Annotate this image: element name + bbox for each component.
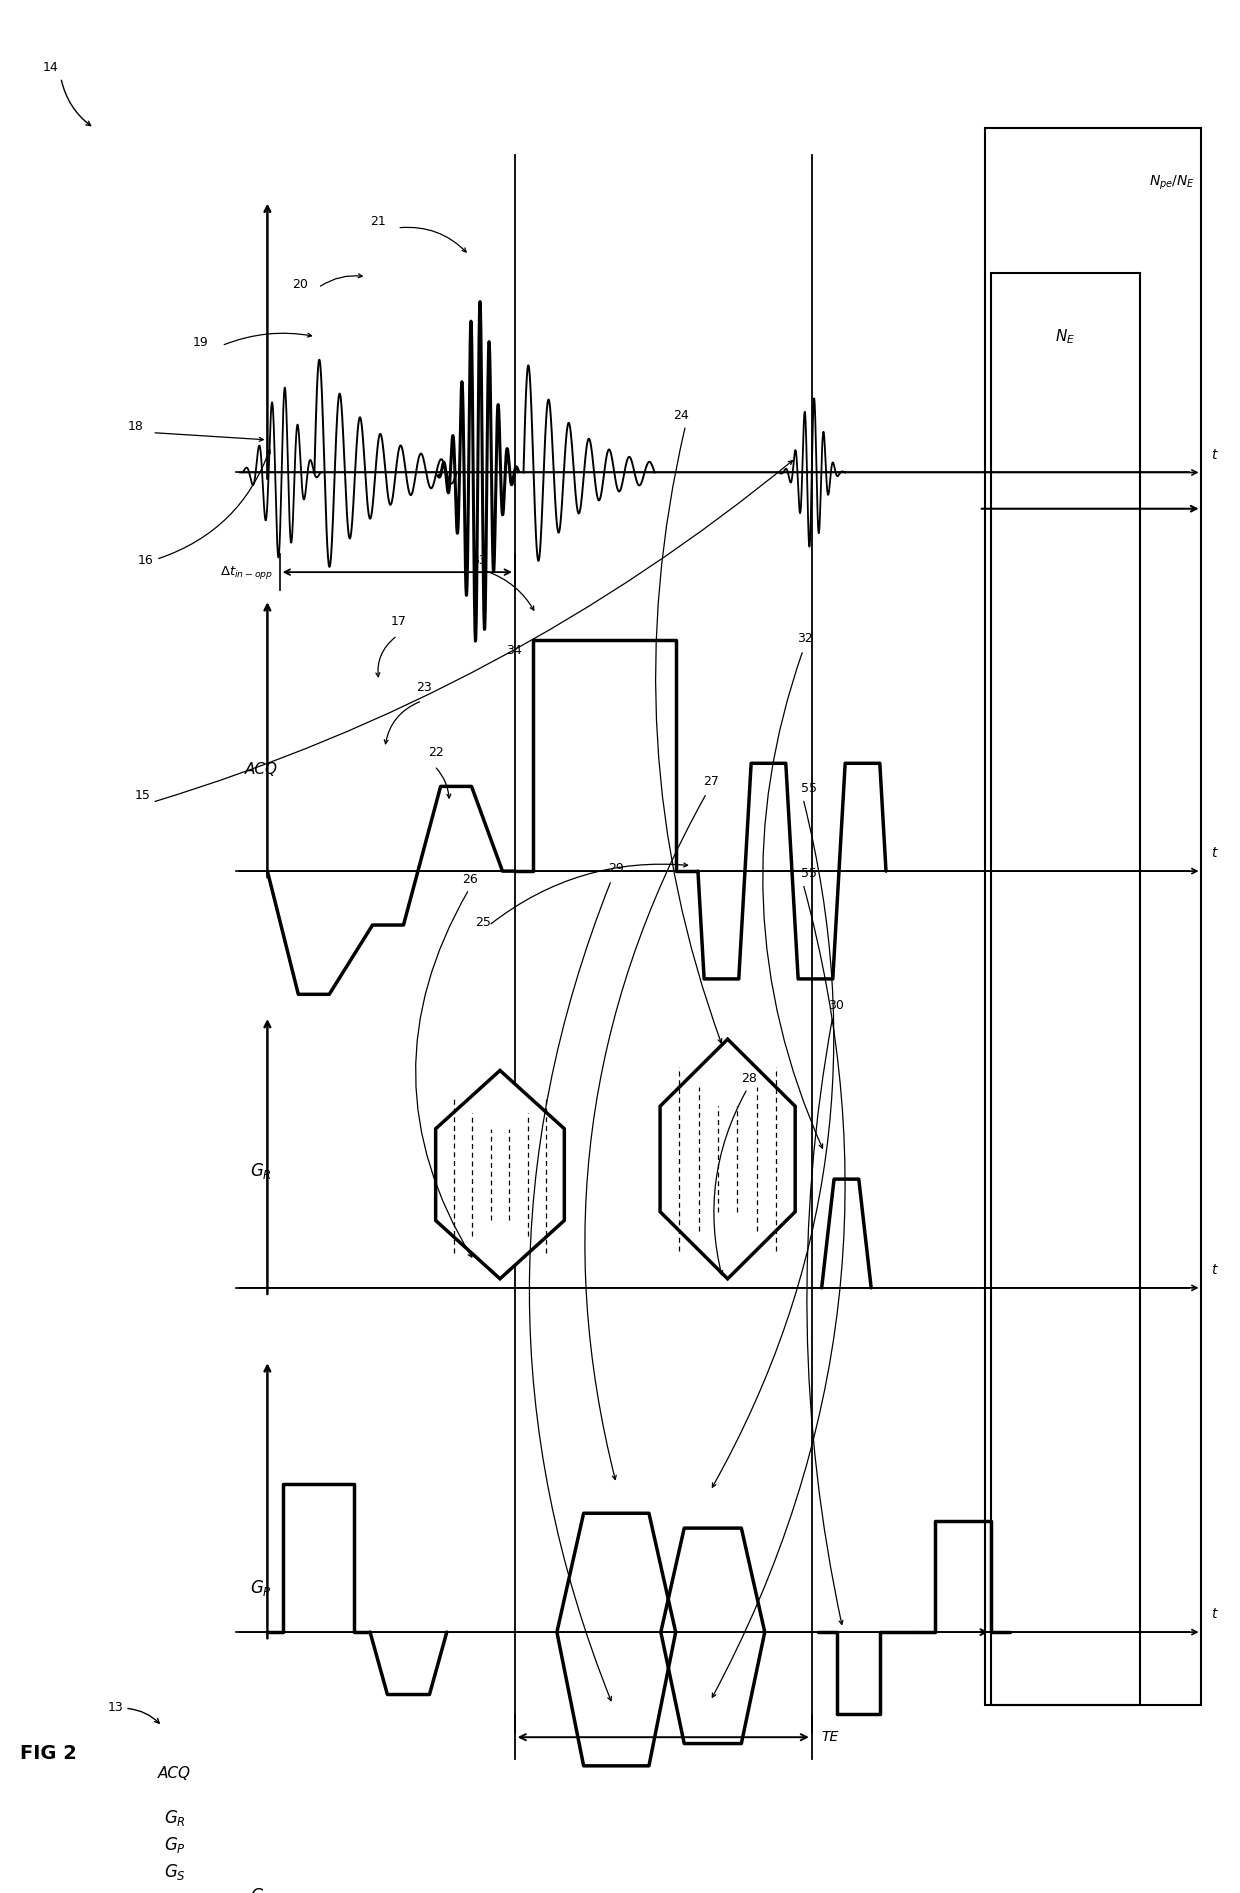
Text: 55: 55 [801, 867, 817, 880]
Text: 33: 33 [471, 555, 487, 566]
Text: $t$: $t$ [1211, 447, 1219, 462]
Text: 26: 26 [461, 873, 477, 886]
Text: 23: 23 [415, 681, 432, 693]
Text: $G_S$: $G_S$ [164, 1863, 186, 1882]
Text: 55: 55 [801, 782, 817, 795]
Polygon shape [435, 1070, 564, 1280]
Text: 16: 16 [138, 555, 154, 566]
Text: $\Delta t_{in-opp}$: $\Delta t_{in-opp}$ [221, 564, 274, 581]
Text: 30: 30 [828, 1000, 843, 1013]
Text: $G_P$: $G_P$ [164, 1834, 186, 1855]
Text: FIG 2: FIG 2 [20, 1743, 77, 1762]
Text: 32: 32 [797, 632, 812, 646]
Text: $N_{pe}/N_E$: $N_{pe}/N_E$ [1149, 174, 1195, 191]
Text: $G_R$: $G_R$ [164, 1808, 186, 1829]
Text: ACQ: ACQ [244, 763, 278, 778]
Text: 14: 14 [42, 61, 58, 74]
Text: 17: 17 [391, 615, 407, 628]
Bar [985, 129, 1202, 1704]
Text: TE: TE [822, 1730, 839, 1743]
Polygon shape [660, 1039, 795, 1280]
Text: 19: 19 [193, 337, 208, 350]
Text: 24: 24 [673, 409, 689, 422]
Text: 20: 20 [293, 278, 308, 292]
Text: 22: 22 [428, 746, 444, 759]
Text: 18: 18 [128, 420, 144, 433]
Text: $G_S$: $G_S$ [250, 1885, 272, 1893]
Text: ACQ: ACQ [159, 1766, 191, 1781]
Text: $t$: $t$ [1211, 1607, 1219, 1620]
Text: $t$: $t$ [1211, 1263, 1219, 1278]
Text: 15: 15 [135, 789, 151, 803]
Text: 13: 13 [108, 1700, 124, 1713]
Text: 29: 29 [608, 861, 624, 875]
Text: $G_P$: $G_P$ [250, 1577, 272, 1598]
Text: 28: 28 [742, 1071, 758, 1085]
Text: $N_E$: $N_E$ [1055, 327, 1075, 346]
Text: 27: 27 [703, 774, 719, 787]
Text: 21: 21 [370, 216, 386, 227]
Text: $t$: $t$ [1211, 846, 1219, 859]
Bar [991, 273, 1140, 1704]
Text: 25: 25 [475, 916, 491, 929]
Text: 34: 34 [506, 644, 522, 657]
Text: $G_R$: $G_R$ [250, 1160, 272, 1181]
